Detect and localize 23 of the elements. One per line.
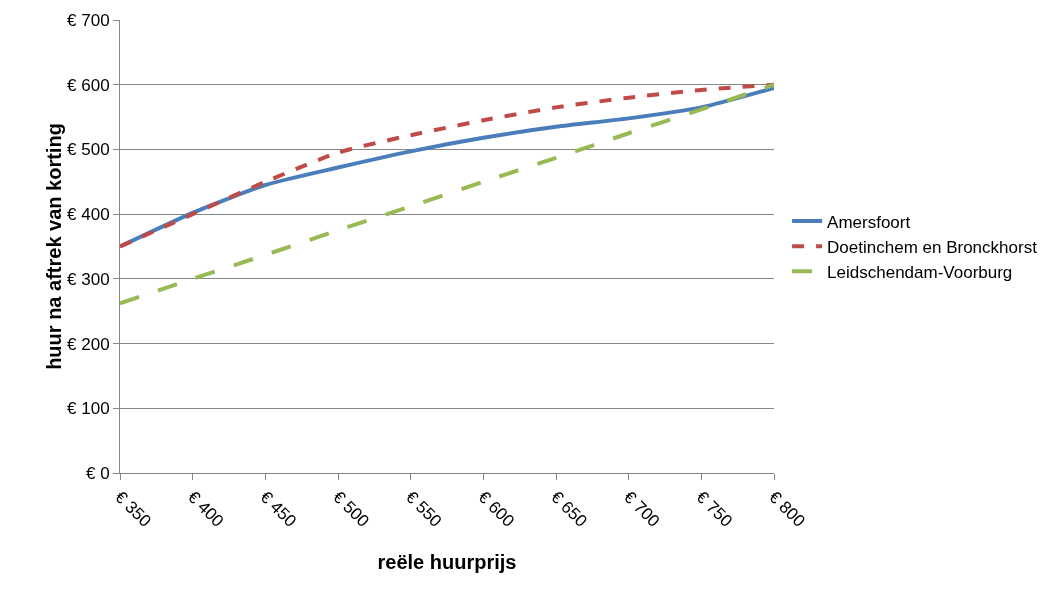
legend-label: Leidschendam-Voorburg xyxy=(827,262,1013,282)
x-axis-title: reële huurprijs xyxy=(377,551,517,574)
y-tick-label: € 700 xyxy=(67,10,110,30)
x-tick-label: € 650 xyxy=(547,487,591,531)
x-tick-label: € 700 xyxy=(619,487,664,531)
x-tick-label: € 750 xyxy=(692,487,737,531)
x-tick-label: € 450 xyxy=(256,487,301,531)
x-tick-label: € 600 xyxy=(474,487,519,531)
x-tick-label: € 800 xyxy=(765,487,809,531)
y-tick-label: € 500 xyxy=(67,140,110,160)
legend-label: Doetinchem en Bronckhorst xyxy=(827,237,1038,257)
x-tick-label: € 350 xyxy=(111,487,155,531)
y-tick-label: € 400 xyxy=(67,205,110,225)
y-tick-label: € 300 xyxy=(67,269,110,289)
x-tick-label: € 500 xyxy=(329,487,373,531)
y-axis-title: huur na aftrek van korting xyxy=(43,123,66,370)
y-tick-label: € 100 xyxy=(67,399,110,419)
y-tick-label: € 600 xyxy=(67,75,110,95)
x-tick-label: € 550 xyxy=(401,487,446,531)
legend-label: Amersfoort xyxy=(827,212,911,232)
y-tick-label: € 0 xyxy=(85,463,110,483)
y-tick-label: € 200 xyxy=(67,334,110,354)
x-tick-label: € 400 xyxy=(183,487,228,531)
